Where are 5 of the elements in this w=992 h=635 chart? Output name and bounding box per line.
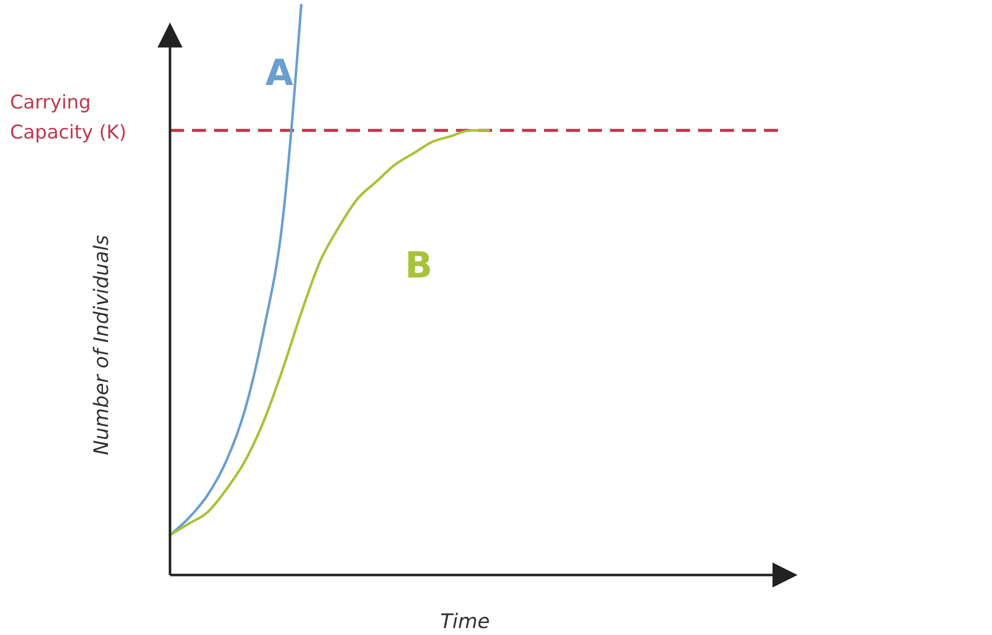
series-label: B xyxy=(405,245,432,286)
x-axis-title: Time xyxy=(440,609,490,633)
y-axis-title: Number of Individuals xyxy=(89,234,113,456)
series-label: A xyxy=(265,53,294,94)
ref-line-label: Carrying Capacity (K) xyxy=(10,91,126,144)
